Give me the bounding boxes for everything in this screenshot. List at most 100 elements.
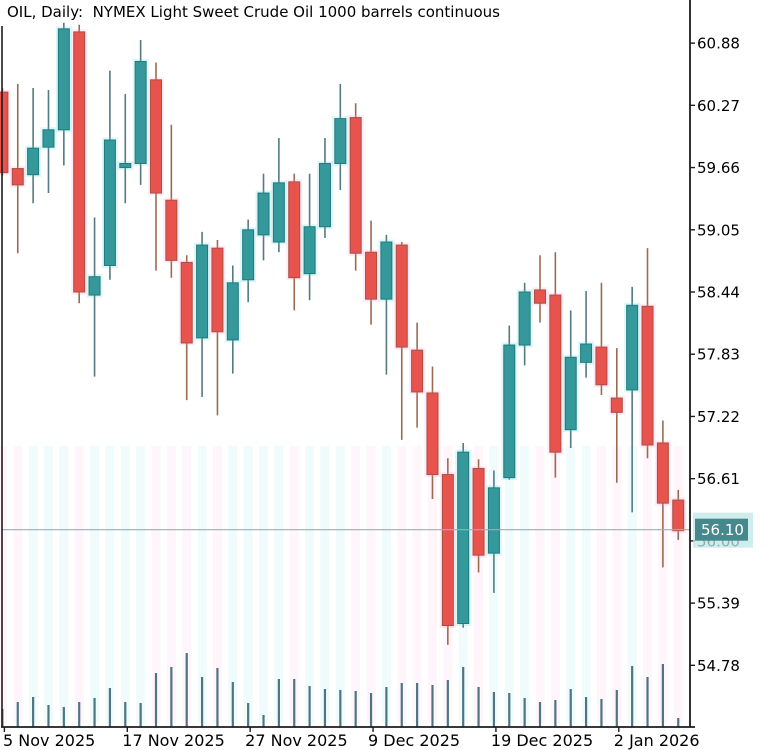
- candle-body-down: [165, 199, 178, 261]
- price-tick-label: 59.66: [697, 159, 740, 177]
- volume-bar: [400, 683, 403, 727]
- candle-body-up: [196, 244, 209, 339]
- price-tick-label: 60.27: [697, 97, 740, 115]
- haze-column: [627, 446, 637, 723]
- candle-body-down: [549, 294, 562, 453]
- volume-bar: [523, 698, 526, 727]
- haze-column: [13, 446, 23, 723]
- haze-column: [397, 446, 407, 723]
- chart-title: OIL, Daily: NYMEX Light Sweet Crude Oil …: [7, 3, 500, 21]
- volume-bar: [154, 673, 158, 727]
- volume-bar: [354, 691, 357, 727]
- candle-body-up: [518, 291, 531, 346]
- candle-body-down: [534, 289, 546, 304]
- current-price-badge: [695, 518, 748, 541]
- candle-body-up: [42, 129, 55, 148]
- candle-body-up: [272, 182, 285, 243]
- volume-bar: [231, 682, 234, 727]
- volume-bar: [492, 692, 496, 727]
- haze-column: [259, 446, 269, 723]
- volume-bar: [369, 693, 373, 727]
- haze-column: [520, 446, 530, 723]
- volume-bar: [431, 685, 434, 727]
- candle-body-down: [426, 392, 439, 476]
- candle-body-down: [472, 467, 485, 556]
- volume-bar: [339, 690, 342, 727]
- volume-bar: [200, 677, 204, 727]
- haze-column: [274, 446, 284, 723]
- haze-column: [643, 446, 653, 723]
- candle-body-up: [88, 276, 101, 296]
- volume-bar: [108, 688, 112, 727]
- volume-bar: [646, 677, 649, 727]
- volume-bar: [170, 667, 173, 727]
- candle-body-down: [641, 305, 654, 446]
- candle-body-down: [441, 474, 454, 627]
- haze-column: [228, 446, 238, 723]
- haze-column: [474, 446, 484, 723]
- haze-column: [166, 446, 176, 723]
- candle-body-down: [0, 91, 9, 174]
- haze-column: [90, 446, 100, 723]
- date-label: 17 Nov 2025: [122, 731, 224, 750]
- candle-body-up: [487, 487, 500, 554]
- price-tick-label: 58.44: [697, 284, 740, 302]
- volume-bar: [385, 687, 388, 727]
- volume-bar: [416, 683, 419, 727]
- volume-bar: [569, 689, 572, 727]
- candle-body-up: [580, 343, 593, 363]
- candle-body-down: [288, 181, 301, 279]
- haze-column: [673, 446, 683, 723]
- candle-body-down: [656, 442, 669, 504]
- haze-column: [43, 446, 53, 723]
- candle-body-down: [211, 247, 224, 333]
- date-label: 19 Dec 2025: [491, 731, 593, 750]
- volume-bar: [477, 687, 480, 727]
- price-tick-label: 54.78: [697, 657, 740, 675]
- volume-bar: [308, 686, 311, 727]
- haze-column: [550, 446, 560, 723]
- candle-body-up: [457, 451, 470, 625]
- haze-column: [74, 446, 84, 723]
- volume-bar: [139, 703, 142, 727]
- candle-body-down: [610, 397, 623, 413]
- volume-bar: [661, 664, 664, 727]
- haze-column: [105, 446, 115, 723]
- volume-bar: [62, 707, 65, 727]
- volume-bar: [538, 702, 542, 727]
- volume-bar: [47, 705, 50, 727]
- price-tick-label: 55.39: [697, 595, 740, 613]
- volume-bar: [600, 699, 603, 727]
- date-label: 27 Nov 2025: [245, 731, 347, 750]
- haze-column: [566, 446, 576, 723]
- candle-body-up: [334, 118, 347, 164]
- candle-body-down: [349, 117, 362, 254]
- volume-bar: [247, 703, 250, 727]
- candle-body-down: [11, 168, 24, 186]
- volume-bar: [631, 666, 634, 727]
- haze-column: [243, 446, 253, 723]
- haze-column: [320, 446, 330, 723]
- candle-body-down: [411, 349, 424, 393]
- price-tick-label: 57.22: [697, 408, 740, 426]
- haze-column: [136, 446, 146, 723]
- haze-column: [289, 446, 299, 723]
- volume-bar: [216, 668, 219, 727]
- candle-body-up: [103, 139, 116, 266]
- haze-column: [212, 446, 222, 723]
- volume-bar: [554, 700, 557, 727]
- haze-column: [120, 446, 130, 723]
- candle-body-up: [134, 60, 147, 164]
- haze-column: [0, 446, 7, 723]
- candle-body-down: [150, 79, 162, 194]
- haze-column: [658, 446, 668, 723]
- date-label: 9 Dec 2025: [368, 731, 460, 750]
- haze-column: [581, 446, 591, 723]
- current-price-badge-value: 56.10: [701, 521, 744, 539]
- candle-body-up: [626, 304, 639, 391]
- candle-body-up: [242, 229, 255, 281]
- candle-body-up: [27, 147, 40, 176]
- date-label: 2 Jan 2026: [614, 731, 700, 750]
